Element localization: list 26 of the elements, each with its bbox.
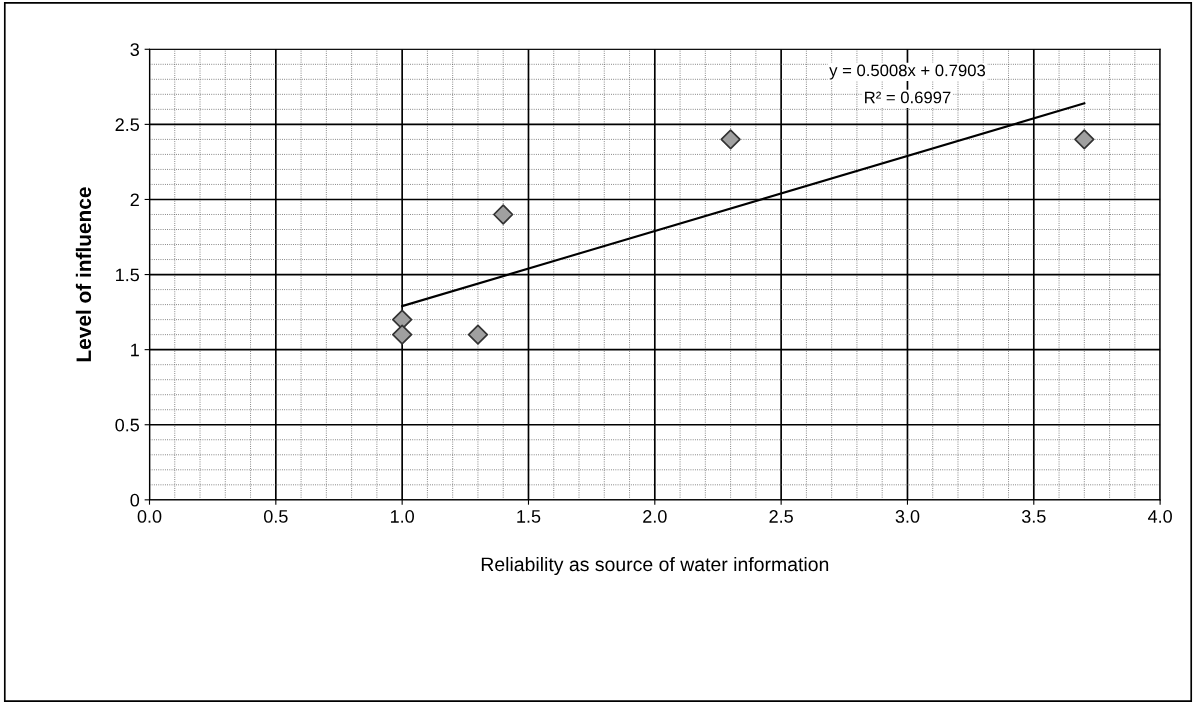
x-tick-label: 2.0 (643, 510, 667, 523)
y-tick-label: 1 (131, 343, 139, 357)
point (720, 129, 741, 150)
point (493, 204, 514, 225)
x-tick-label: 0.0 (137, 510, 162, 523)
y-tick-label: 2.5 (115, 118, 140, 132)
y-tick-label: 2 (130, 193, 139, 207)
annotation: R² = 0.6997 (865, 91, 951, 104)
x-tick-label: 3.0 (895, 510, 920, 523)
x-tick-label: 4.0 (1147, 510, 1172, 523)
x-tick-label: 1.5 (517, 510, 541, 523)
y-tick-label: 3 (130, 43, 139, 56)
point (392, 324, 413, 345)
y-tick-label: 0 (130, 493, 140, 507)
x-tick-label: 3.5 (1021, 510, 1046, 523)
point (1074, 129, 1095, 150)
x-tick-label: 2.5 (769, 510, 793, 523)
annotation: y = 0.5008x + 0.7903 (829, 64, 986, 80)
point (392, 309, 413, 330)
y-tick-label: 1.5 (116, 268, 140, 282)
x-tick-label: 1.0 (390, 510, 414, 523)
x-tick-label: 0.5 (263, 510, 288, 523)
point (467, 324, 489, 345)
y-tick-label: 0.5 (115, 418, 140, 432)
x-axis-title: Reliability as source of water information (481, 556, 829, 576)
y-axis-title: Level of influence (75, 187, 92, 362)
